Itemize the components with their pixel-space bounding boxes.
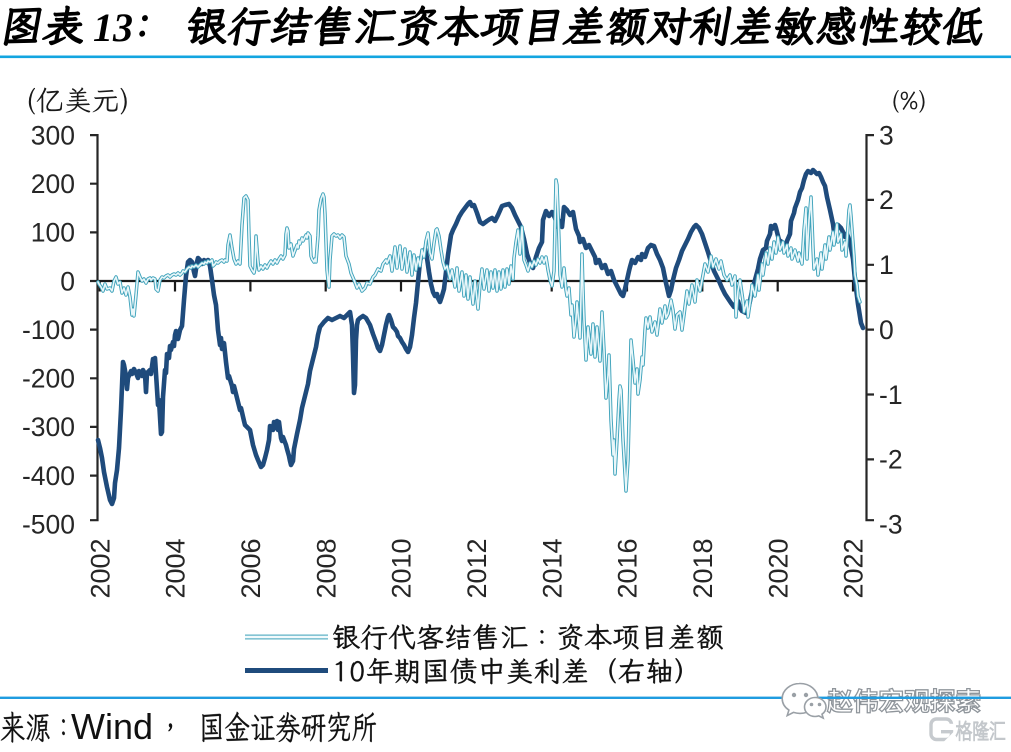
svg-text:-300: -300 bbox=[22, 412, 75, 442]
svg-text:2008: 2008 bbox=[311, 538, 341, 598]
svg-text:2022: 2022 bbox=[839, 538, 869, 598]
svg-text:-500: -500 bbox=[22, 510, 75, 540]
svg-text:200: 200 bbox=[31, 169, 75, 199]
svg-text:2020: 2020 bbox=[763, 538, 793, 598]
svg-text:3: 3 bbox=[879, 120, 894, 150]
svg-text:100: 100 bbox=[31, 218, 75, 248]
svg-text:-100: -100 bbox=[22, 315, 75, 345]
svg-text:0: 0 bbox=[60, 266, 75, 296]
svg-text:0: 0 bbox=[879, 315, 894, 345]
svg-text:2002: 2002 bbox=[85, 538, 115, 598]
svg-text:2016: 2016 bbox=[613, 538, 643, 598]
svg-text:300: 300 bbox=[31, 120, 75, 150]
svg-text:2014: 2014 bbox=[537, 538, 567, 598]
svg-text:2006: 2006 bbox=[236, 538, 266, 598]
svg-text:2018: 2018 bbox=[688, 538, 718, 598]
svg-text:2: 2 bbox=[879, 185, 894, 215]
svg-text:-1: -1 bbox=[879, 380, 903, 410]
svg-text:Wind: Wind bbox=[71, 706, 153, 747]
svg-text:2010: 2010 bbox=[387, 538, 417, 598]
svg-text:-200: -200 bbox=[22, 364, 75, 394]
svg-text:2004: 2004 bbox=[161, 538, 191, 598]
svg-text:-400: -400 bbox=[22, 461, 75, 491]
svg-text:13: 13 bbox=[93, 5, 133, 50]
svg-text:-2: -2 bbox=[879, 445, 903, 475]
svg-text:2012: 2012 bbox=[462, 538, 492, 598]
svg-text:1: 1 bbox=[879, 250, 894, 280]
svg-text:-3: -3 bbox=[879, 510, 903, 540]
